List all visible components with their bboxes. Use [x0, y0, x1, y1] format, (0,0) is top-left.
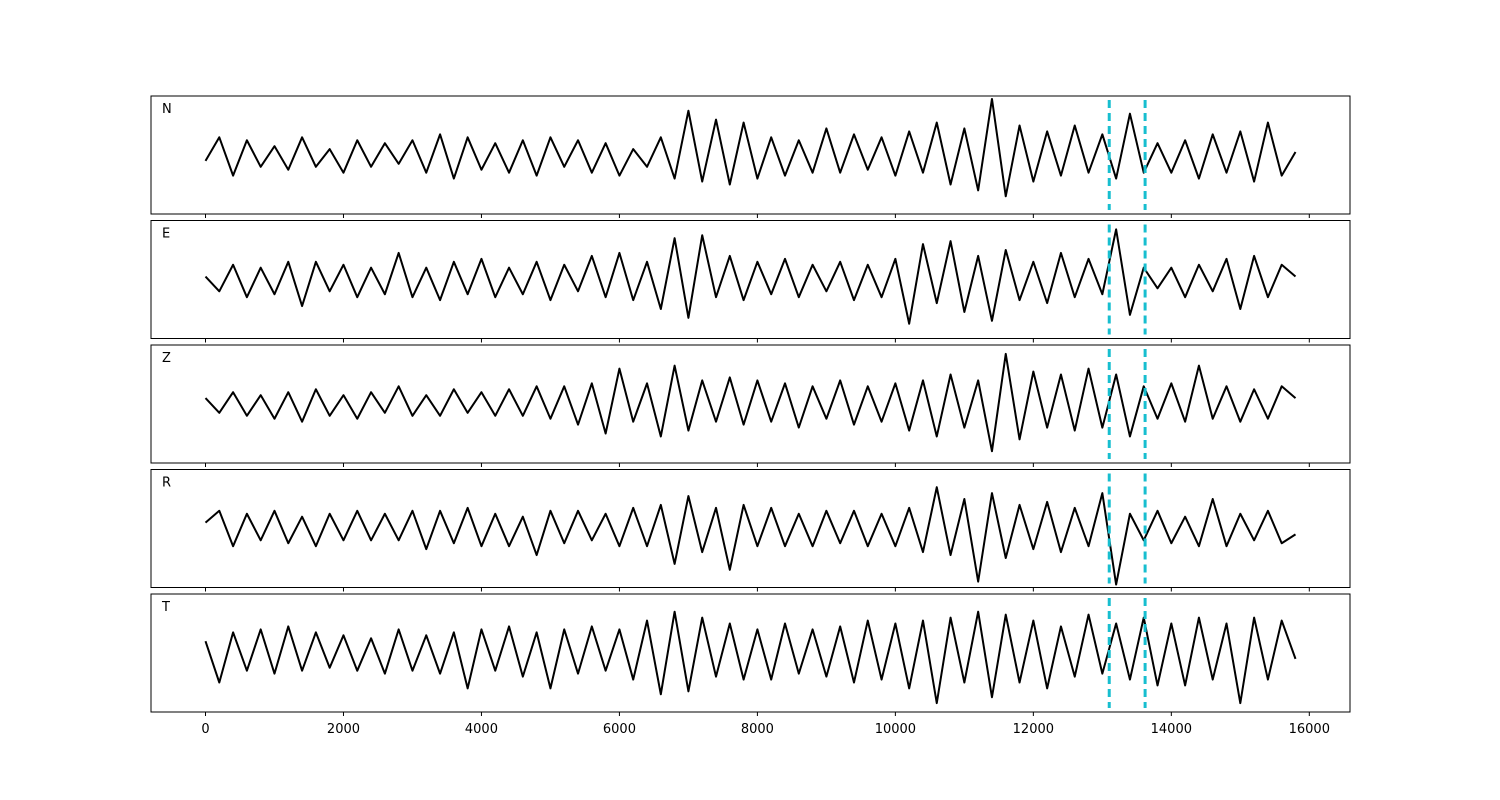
- panel-frame: [150, 469, 1351, 588]
- x-tick-label: 6000: [603, 722, 636, 737]
- x-tick-label: 14000: [1151, 722, 1192, 737]
- panel-label: N: [162, 102, 172, 117]
- x-tick-label: 16000: [1289, 722, 1330, 737]
- trace: [204, 610, 1297, 705]
- panel-frame: [150, 593, 1351, 713]
- x-tick-label: 12000: [1013, 722, 1054, 737]
- panel-frame: [150, 95, 1351, 215]
- panel-label: R: [162, 476, 171, 491]
- panel-frame: [150, 220, 1351, 339]
- x-tick-label: 8000: [741, 722, 774, 737]
- x-tick-label: 10000: [875, 722, 916, 737]
- panel-label: E: [162, 227, 170, 242]
- trace: [204, 228, 1297, 325]
- trace: [204, 97, 1297, 198]
- panel-label: Z: [162, 351, 171, 366]
- x-tick-label: 4000: [465, 722, 498, 737]
- panel-label: T: [161, 600, 170, 615]
- panel-frame: [150, 344, 1351, 464]
- trace: [204, 352, 1297, 453]
- x-tick-label: 2000: [327, 722, 360, 737]
- trace: [204, 486, 1297, 586]
- x-tick-label: 0: [201, 722, 209, 737]
